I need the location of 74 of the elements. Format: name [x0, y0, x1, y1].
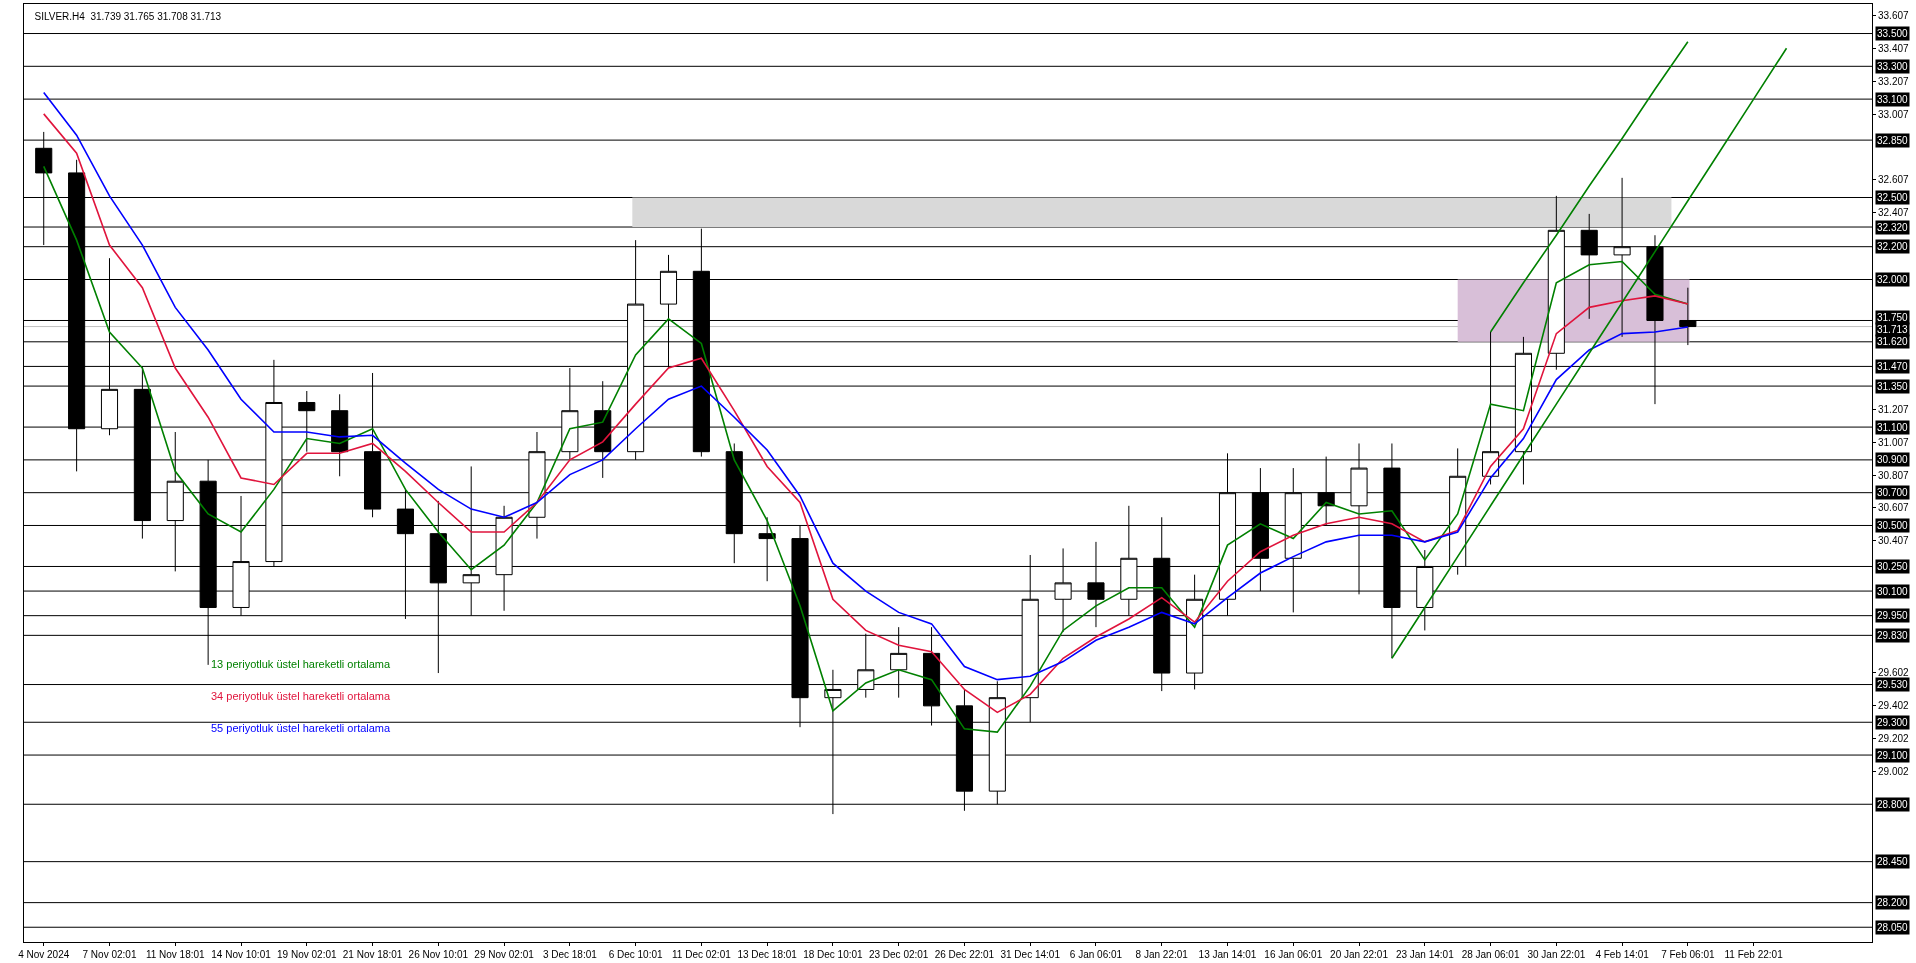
y-tick-label: 30.407	[1878, 535, 1910, 547]
y-tick-label: 32.407	[1878, 207, 1910, 219]
y-tick-label: 32.607	[1878, 174, 1910, 186]
x-tick-label: 7 Feb 06:01	[1661, 949, 1715, 960]
x-tick-label: 28 Jan 06:01	[1461, 949, 1520, 960]
x-tick-label: 6 Dec 10:01	[608, 949, 664, 960]
x-tick-label: 23 Dec 02:01	[868, 949, 929, 960]
ref-line-label: 31.470	[1877, 361, 1909, 372]
y-tick-label: 29.602	[1878, 667, 1910, 679]
x-tick-label: 4 Nov 2024	[18, 949, 70, 960]
y-tick-label: 31.207	[1878, 404, 1910, 416]
text: 55 periyotluk üstel hareketli ortalama	[211, 722, 392, 734]
y-tick-label: 33.607	[1878, 10, 1910, 22]
y-tick-label: 33.207	[1878, 76, 1910, 88]
ref-line-label: 30.700	[1877, 487, 1909, 498]
y-tick-label: 33.007	[1878, 108, 1910, 120]
ref-line-label: 32.500	[1877, 192, 1909, 203]
x-tick-label: 8 Jan 22:01	[1135, 949, 1189, 960]
ref-line-label: 33.300	[1877, 61, 1909, 72]
ref-line-label: 29.950	[1877, 610, 1909, 621]
ref-line-label: 28.050	[1877, 922, 1909, 933]
x-tick-label: 7 Nov 02:01	[82, 949, 137, 960]
x-tick-label: 30 Jan 22:01	[1527, 949, 1586, 960]
y-tick-label: 29.202	[1878, 732, 1910, 744]
ref-line-label: 28.800	[1877, 799, 1909, 810]
ref-line-label: 29.300	[1877, 717, 1909, 728]
x-tick-label: 14 Nov 10:01	[211, 949, 272, 960]
x-tick-label: 20 Jan 22:01	[1330, 949, 1389, 960]
text: SILVER.H4 31.739 31.765 31.708 31.713	[34, 10, 222, 22]
ref-line-label: 31.350	[1877, 381, 1909, 392]
x-tick-label: 13 Dec 18:01	[737, 949, 798, 960]
x-tick-label: 11 Dec 02:01	[672, 949, 732, 960]
x-tick-label: 31 Dec 14:01	[1000, 949, 1061, 960]
x-tick-label: 16 Jan 06:01	[1264, 949, 1323, 960]
ref-line-label: 28.200	[1877, 897, 1909, 908]
ref-line-label: 31.620	[1877, 336, 1909, 347]
ref-line-label: 30.500	[1877, 520, 1909, 531]
ref-line-label: 31.750	[1877, 312, 1909, 323]
ref-line-label: 32.000	[1877, 274, 1909, 285]
x-tick-label: 21 Nov 18:01	[342, 949, 403, 960]
ref-line-label: 29.100	[1877, 750, 1909, 761]
y-tick-label: 33.407	[1878, 43, 1910, 55]
ref-line-label: 28.450	[1877, 856, 1909, 867]
ref-line-label: 32.320	[1877, 222, 1909, 233]
text: 34 periyotluk üstel hareketli ortalama	[211, 690, 392, 702]
x-tick-label: 3 Dec 18:01	[542, 949, 598, 960]
ref-line-label: 29.530	[1877, 679, 1909, 690]
y-tick-label: 29.002	[1878, 765, 1910, 777]
ref-line-label: 32.850	[1877, 135, 1909, 146]
ref-line-label: 33.500	[1877, 28, 1909, 39]
x-tick-label: 6 Jan 06:01	[1069, 949, 1123, 960]
ref-line-label: 31.713	[1877, 324, 1909, 335]
x-tick-label: 23 Jan 14:01	[1395, 949, 1455, 960]
y-tick-label: 30.607	[1878, 502, 1910, 514]
ref-line-label: 29.830	[1877, 630, 1909, 641]
y-tick-label: 30.807	[1878, 469, 1910, 481]
x-tick-label: 29 Nov 02:01	[474, 949, 535, 960]
text: 13 periyotluk üstel hareketli ortalama	[211, 658, 392, 670]
y-tick-label: 31.007	[1878, 436, 1910, 448]
x-tick-label: 18 Dec 10:01	[803, 949, 864, 960]
x-tick-label: 19 Nov 02:01	[277, 949, 337, 960]
x-tick-label: 11 Feb 22:01	[1724, 949, 1784, 960]
ref-line-label: 30.250	[1877, 561, 1909, 572]
ref-line-label: 30.100	[1877, 586, 1909, 597]
x-tick-label: 26 Dec 22:01	[934, 949, 995, 960]
x-tick-label: 26 Nov 10:01	[408, 949, 469, 960]
y-tick-label: 29.402	[1878, 700, 1910, 712]
ref-line-label: 32.200	[1877, 241, 1909, 252]
x-tick-label: 11 Nov 18:01	[145, 949, 206, 960]
ref-line-label: 31.100	[1877, 422, 1909, 433]
ref-line-label: 30.900	[1877, 454, 1909, 465]
ref-line-label: 33.100	[1877, 94, 1909, 105]
x-tick-label: 4 Feb 14:01	[1595, 949, 1650, 960]
x-tick-label: 13 Jan 14:01	[1198, 949, 1257, 960]
